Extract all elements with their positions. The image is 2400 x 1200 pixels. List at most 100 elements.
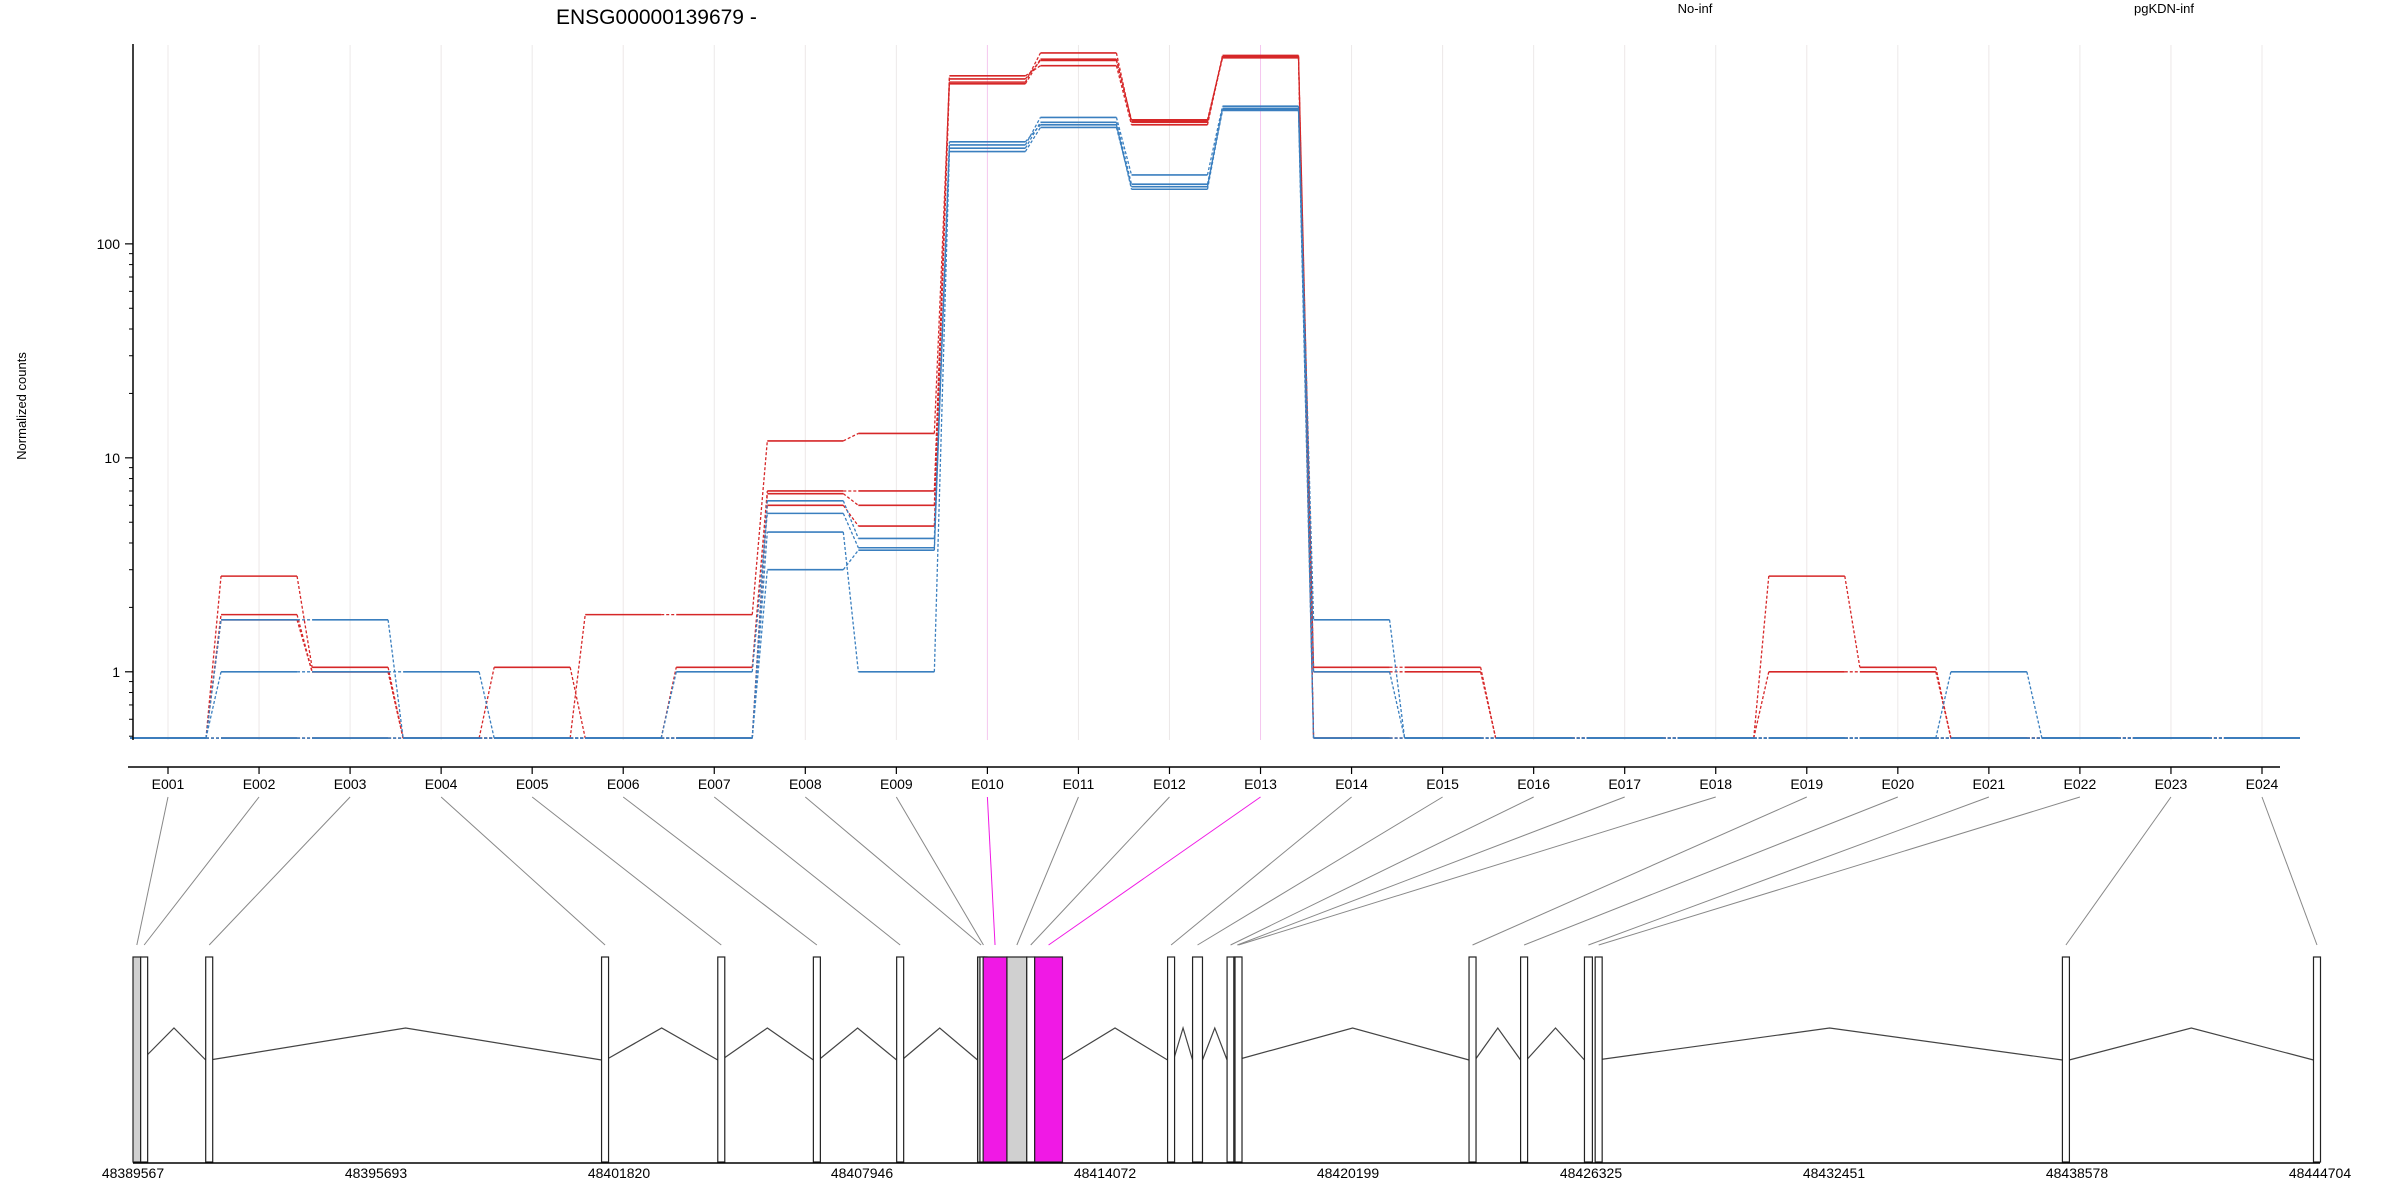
exon-box-e013 xyxy=(1034,956,1064,1163)
series-connector xyxy=(751,490,768,668)
series-connector xyxy=(1115,124,1133,190)
exon-box-e014 xyxy=(1166,956,1176,1163)
series-connector xyxy=(843,432,859,442)
series-connector xyxy=(1206,106,1224,176)
exon-connector-e024 xyxy=(2261,796,2318,946)
y-axis-label: Normalized counts xyxy=(14,352,29,460)
genomic-tick-label: 48401820 xyxy=(588,1165,651,1181)
exon-box-e003 xyxy=(205,956,214,1163)
series-connector xyxy=(1024,124,1041,143)
x-tick-label-e009: E009 xyxy=(880,776,913,792)
series-connector xyxy=(1844,576,1861,668)
y-tick-label: 1 xyxy=(112,664,120,680)
exon-connector-e021 xyxy=(1588,796,1990,946)
series-connector xyxy=(2026,671,2043,739)
x-tick-label-e005: E005 xyxy=(516,776,549,792)
series-connector xyxy=(1753,576,1770,739)
series-connector xyxy=(1388,671,1406,739)
genomic-tick-label: 48438578 xyxy=(2046,1165,2109,1181)
exon-connector-e018 xyxy=(1238,796,1716,946)
series-connector xyxy=(933,82,951,434)
exon-box-e016 xyxy=(1226,956,1235,1163)
exon-box-e018 xyxy=(1234,956,1243,1163)
x-tick-label-e007: E007 xyxy=(698,776,731,792)
x-tick-label-e011: E011 xyxy=(1063,776,1095,792)
series-connector xyxy=(751,569,768,739)
series-connector xyxy=(205,671,222,739)
series-connector xyxy=(933,83,951,527)
exon-connector-e005 xyxy=(531,796,722,946)
series-layer xyxy=(130,52,2300,739)
series-pgkdn-inf-6 xyxy=(130,107,2300,739)
series-no-inf-3 xyxy=(130,55,2300,739)
series-connector xyxy=(387,671,404,739)
exon-box-e001 xyxy=(132,956,142,1163)
series-pgkdn-inf-7 xyxy=(130,109,2300,739)
x-tick-label-e014: E014 xyxy=(1335,776,1368,792)
exon-box-e021 xyxy=(1583,956,1593,1163)
exon-box-e006 xyxy=(812,956,821,1163)
exon-box-e005 xyxy=(717,956,726,1163)
legend-entry-no-inf: No-inf xyxy=(1678,1,1713,16)
exon-connector-e020 xyxy=(1523,796,1899,946)
intron xyxy=(605,1027,719,1061)
x-tick-label-e013: E013 xyxy=(1244,776,1277,792)
series-connector xyxy=(1753,671,1770,739)
series-connector xyxy=(1024,52,1042,83)
intron xyxy=(2069,1027,2314,1061)
exon-connector-e009 xyxy=(895,796,984,946)
series-connector xyxy=(296,619,313,672)
exon-connector-e002 xyxy=(143,796,260,946)
series-connector xyxy=(569,614,586,739)
x-tick-label-e015: E015 xyxy=(1426,776,1459,792)
series-connector xyxy=(1479,671,1497,739)
intron xyxy=(1201,1026,1228,1061)
series-connector xyxy=(751,500,768,739)
x-tick-label-e001: E001 xyxy=(152,776,185,792)
series-connector xyxy=(842,513,859,549)
series-connector xyxy=(1024,117,1042,146)
chart-title: ENSG00000139679 - xyxy=(556,6,757,29)
exon-connector-e016 xyxy=(1230,796,1534,946)
x-tick-label-e018: E018 xyxy=(1699,776,1732,792)
series-connector xyxy=(751,531,768,739)
intron xyxy=(1236,1027,1470,1061)
exon-box-e024 xyxy=(2312,956,2322,1163)
series-connector xyxy=(1024,60,1041,80)
exon-connector-e011 xyxy=(1016,796,1079,946)
exon-connector-e007 xyxy=(713,796,901,946)
exon-connector-e001 xyxy=(136,796,169,946)
exon-box-e022 xyxy=(1594,956,1603,1163)
genomic-tick-label: 48420199 xyxy=(1317,1165,1380,1181)
legend-entry-pgkdn-inf: pgKDN-inf xyxy=(2134,1,2194,16)
series-connector xyxy=(1115,58,1133,122)
exon-connector-e003 xyxy=(208,796,351,946)
intron xyxy=(1062,1027,1168,1061)
intron xyxy=(1172,1025,1194,1061)
intron xyxy=(721,1027,814,1061)
series-connector xyxy=(1115,117,1133,176)
series-connector xyxy=(842,531,859,672)
exon-connector-e014 xyxy=(1170,796,1352,946)
x-tick-label-e023: E023 xyxy=(2155,776,2188,792)
x-tick-label-e010: E010 xyxy=(971,776,1004,792)
exon-connector-e008 xyxy=(804,796,982,946)
series-no-inf-4 xyxy=(130,56,2300,739)
genomic-tick-label: 48432451 xyxy=(1803,1165,1866,1181)
exon-connector-e006 xyxy=(622,796,818,946)
exon-connector-e010 xyxy=(986,796,996,946)
exon-box-e010 xyxy=(982,956,1008,1163)
exon-box-e019 xyxy=(1468,956,1477,1163)
series-pgkdn-inf-5 xyxy=(130,105,2300,739)
exon-box-e023 xyxy=(2061,956,2071,1163)
exon-connector-e019 xyxy=(1472,796,1807,946)
series-connector xyxy=(1206,109,1224,190)
series-connector xyxy=(1206,108,1224,187)
series-connector xyxy=(1115,65,1133,125)
y-tick-label: 10 xyxy=(104,450,120,466)
series-connector xyxy=(478,671,495,739)
intron xyxy=(1596,1027,2063,1061)
genomic-tick-label: 48389567 xyxy=(102,1165,165,1181)
exon-box-e004 xyxy=(600,956,610,1163)
